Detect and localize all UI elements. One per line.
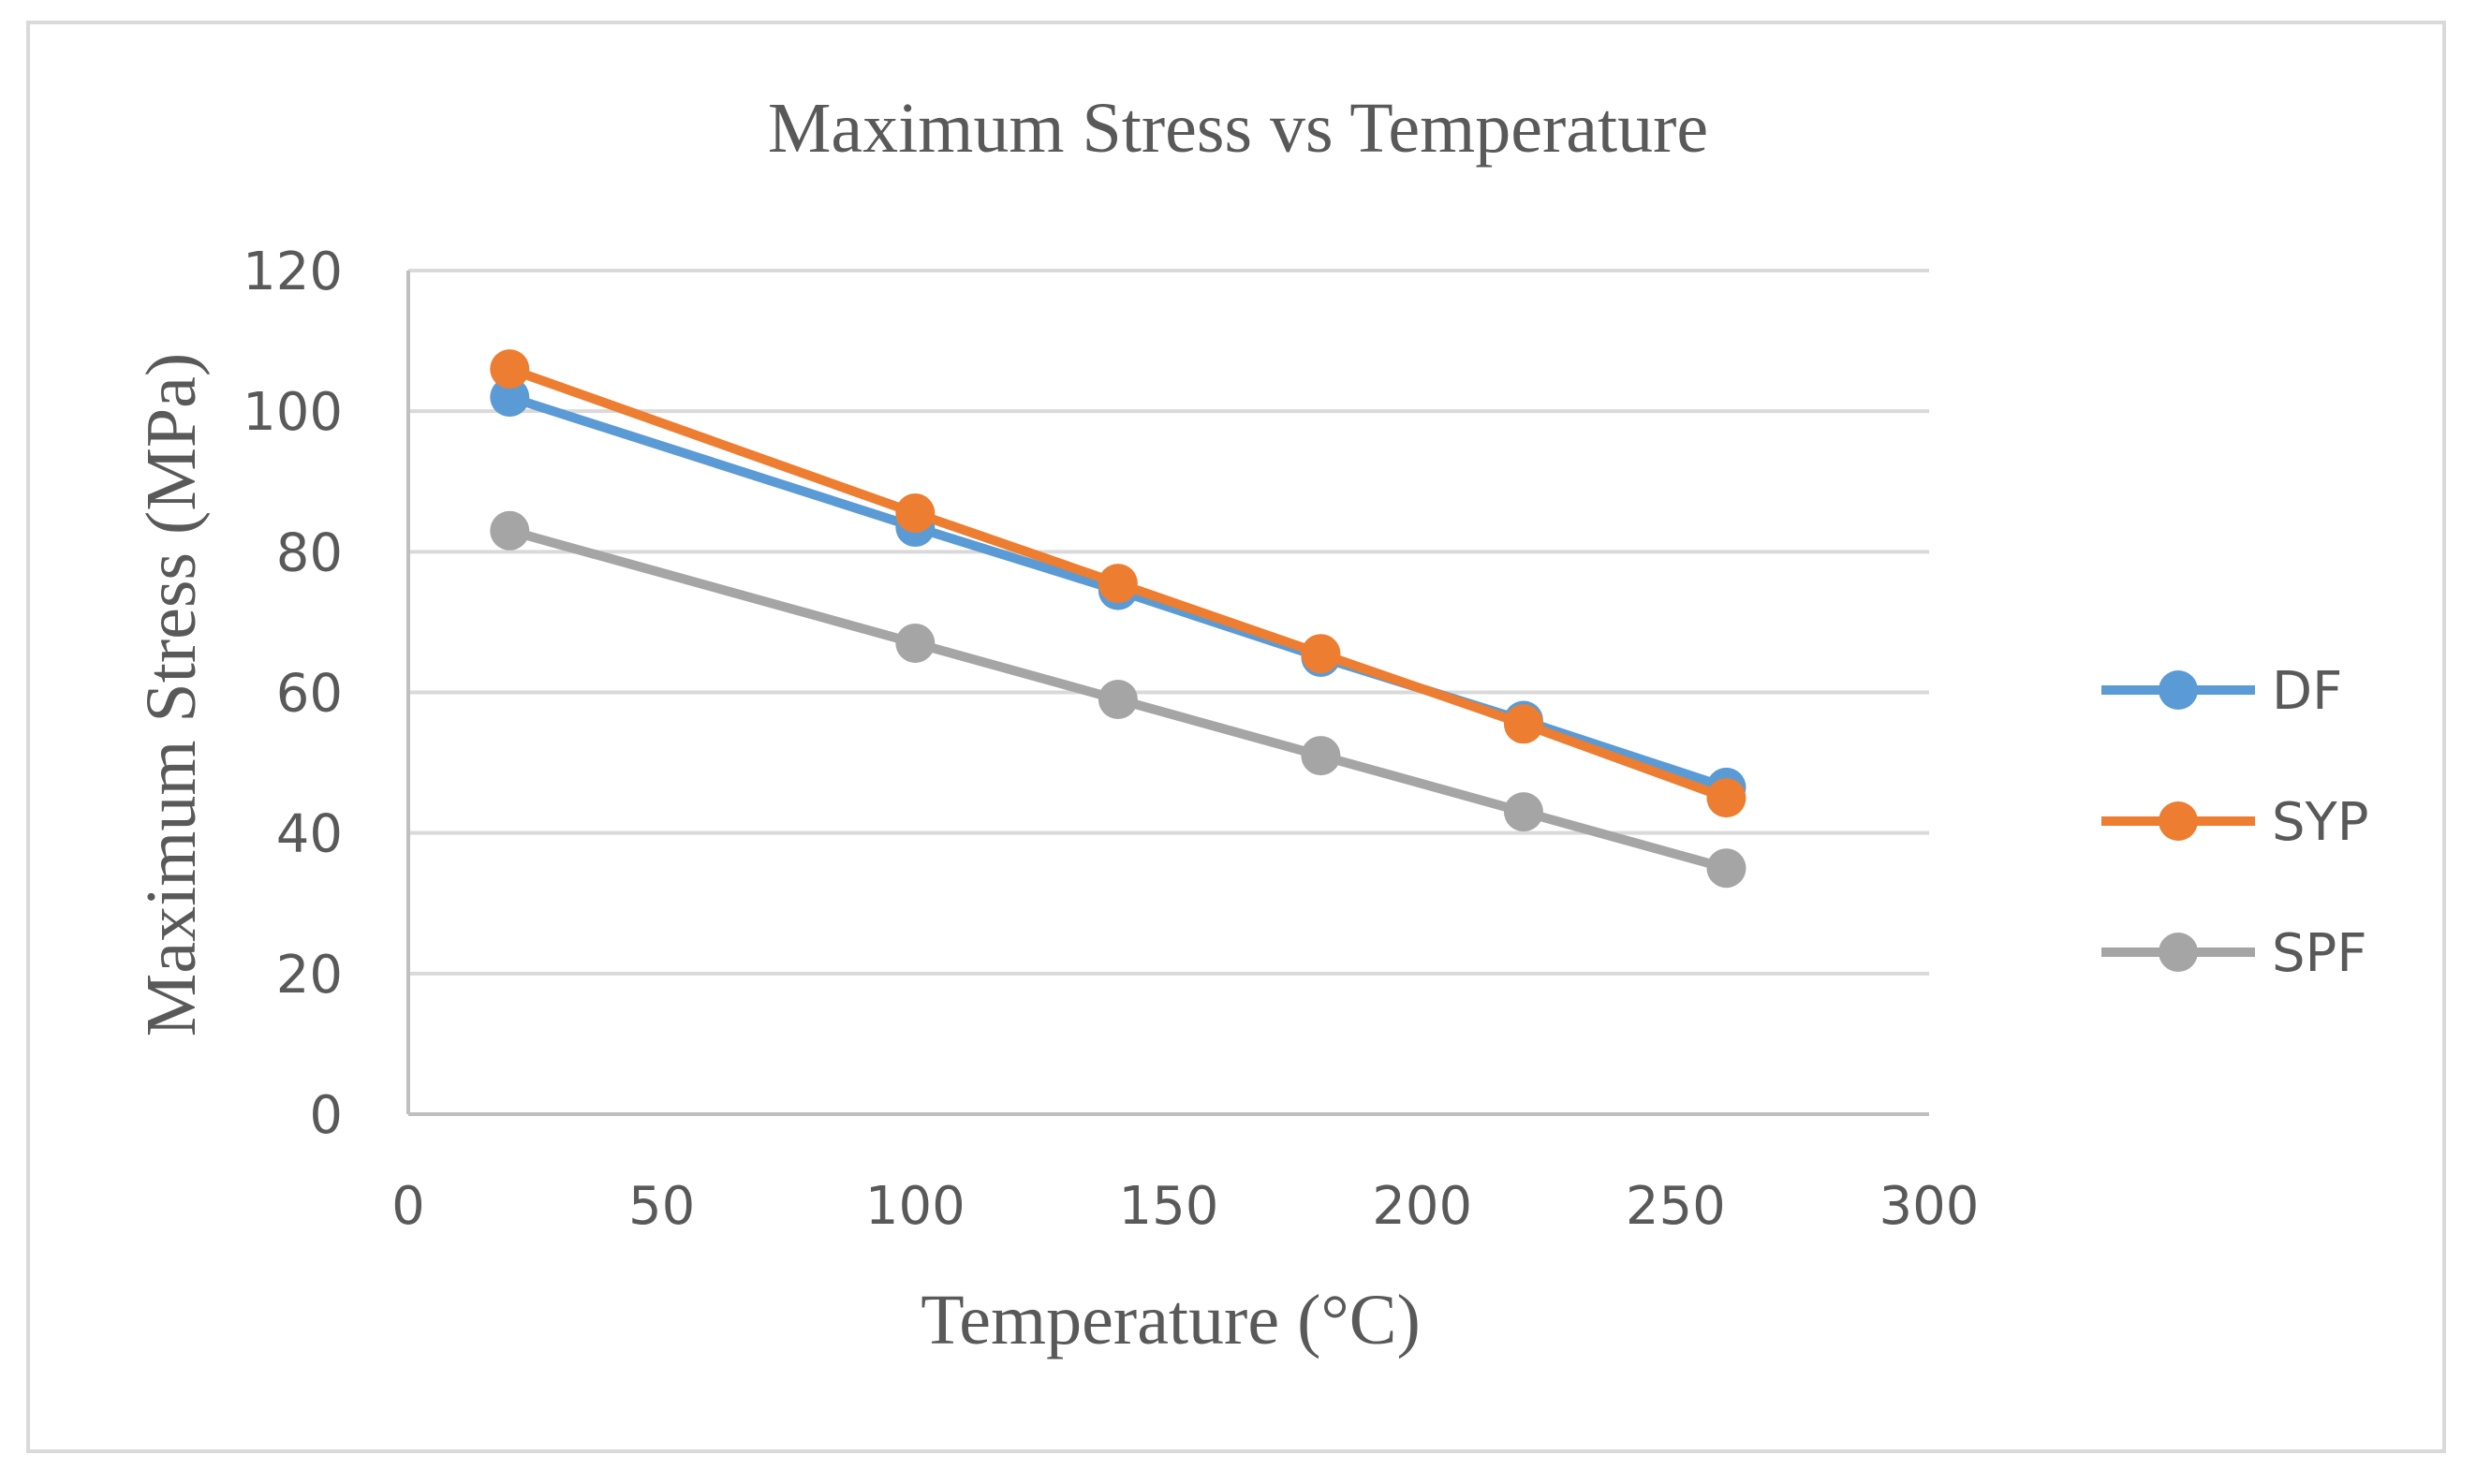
y-axis-title: Maximum Stress (MPa) bbox=[132, 353, 211, 1036]
gridlines bbox=[408, 269, 1929, 976]
x-tick-label-50: 50 bbox=[628, 1176, 695, 1237]
data-point-syp-260 bbox=[1706, 778, 1746, 818]
data-point-syp-100 bbox=[895, 493, 936, 534]
series-spf bbox=[490, 510, 1746, 889]
legend-label-syp: SYP bbox=[2272, 792, 2369, 853]
legend-marker-syp bbox=[2159, 801, 2198, 841]
legend-item-spf: SPF bbox=[2101, 923, 2367, 984]
series-line-spf bbox=[505, 525, 1732, 874]
x-tick-label-100: 100 bbox=[865, 1176, 965, 1237]
legend-label-spf: SPF bbox=[2272, 923, 2367, 984]
x-tick-labels: 0 50 100 150 200 250 300 bbox=[391, 1176, 1979, 1237]
y-tick-label-60: 60 bbox=[276, 664, 343, 725]
series-line-syp bbox=[505, 364, 1732, 803]
legend-marker-spf bbox=[2159, 933, 2198, 972]
chart-title: Maximum Stress vs Temperature bbox=[768, 89, 1708, 168]
data-point-syp-180 bbox=[1301, 634, 1341, 674]
legend: DF SYP SPF bbox=[2101, 661, 2369, 984]
axes bbox=[406, 271, 1929, 1116]
series-syp bbox=[490, 349, 1746, 818]
y-tick-label-120: 120 bbox=[243, 242, 343, 302]
x-axis-title: Temperature (°C) bbox=[921, 1281, 1421, 1359]
legend-marker-df bbox=[2159, 670, 2198, 710]
y-tick-label-0: 0 bbox=[309, 1085, 343, 1146]
x-tick-label-150: 150 bbox=[1119, 1176, 1219, 1237]
data-point-spf-180 bbox=[1301, 736, 1341, 776]
x-tick-label-250: 250 bbox=[1626, 1176, 1726, 1237]
data-point-spf-20 bbox=[490, 510, 530, 551]
y-tick-label-20: 20 bbox=[276, 945, 343, 1006]
data-point-spf-220 bbox=[1503, 792, 1543, 832]
series bbox=[490, 349, 1746, 889]
y-tick-label-80: 80 bbox=[276, 522, 343, 583]
x-tick-label-0: 0 bbox=[391, 1176, 425, 1237]
data-point-syp-20 bbox=[490, 349, 530, 389]
y-tick-label-40: 40 bbox=[276, 804, 343, 865]
data-point-spf-140 bbox=[1098, 680, 1138, 720]
y-tick-labels: 0 20 40 60 80 100 120 bbox=[243, 242, 343, 1146]
data-point-spf-100 bbox=[895, 623, 936, 663]
x-tick-label-200: 200 bbox=[1372, 1176, 1472, 1237]
data-point-syp-220 bbox=[1503, 704, 1543, 744]
legend-item-syp: SYP bbox=[2101, 792, 2369, 853]
data-point-spf-260 bbox=[1706, 848, 1746, 889]
x-tick-label-300: 300 bbox=[1879, 1176, 1980, 1237]
y-tick-label-100: 100 bbox=[243, 382, 343, 443]
data-point-df-20 bbox=[490, 377, 530, 418]
legend-item-df: DF bbox=[2101, 661, 2342, 722]
data-point-syp-140 bbox=[1098, 564, 1138, 604]
legend-label-df: DF bbox=[2272, 661, 2342, 722]
